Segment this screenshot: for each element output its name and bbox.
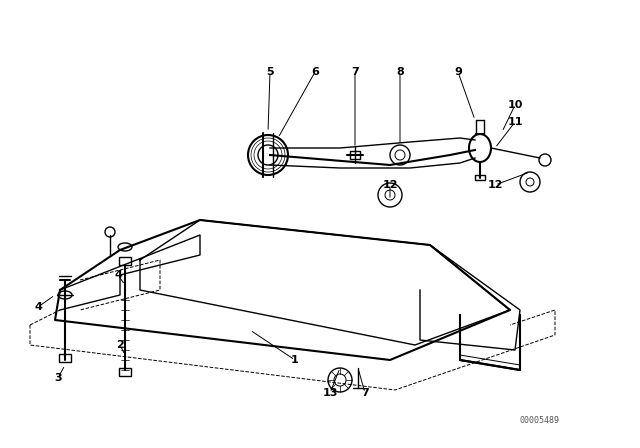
Bar — [350, 151, 360, 159]
Text: 00005489: 00005489 — [520, 415, 560, 425]
Bar — [119, 257, 131, 265]
Text: 3: 3 — [54, 373, 62, 383]
Text: 7: 7 — [361, 388, 369, 398]
Text: 4: 4 — [34, 302, 42, 312]
Text: 5: 5 — [266, 67, 274, 77]
Text: 2: 2 — [116, 340, 124, 350]
Text: 6: 6 — [311, 67, 319, 77]
Bar — [59, 354, 71, 362]
Text: 8: 8 — [396, 67, 404, 77]
Text: 10: 10 — [508, 100, 523, 110]
Text: 1: 1 — [291, 355, 299, 365]
Bar — [119, 368, 131, 376]
Text: 11: 11 — [508, 117, 523, 127]
Text: 9: 9 — [454, 67, 462, 77]
Bar — [475, 175, 485, 180]
Text: 4: 4 — [114, 270, 122, 280]
Text: 7: 7 — [351, 67, 359, 77]
Text: 12: 12 — [382, 180, 397, 190]
Text: 12: 12 — [487, 180, 503, 190]
Text: 13: 13 — [323, 388, 338, 398]
